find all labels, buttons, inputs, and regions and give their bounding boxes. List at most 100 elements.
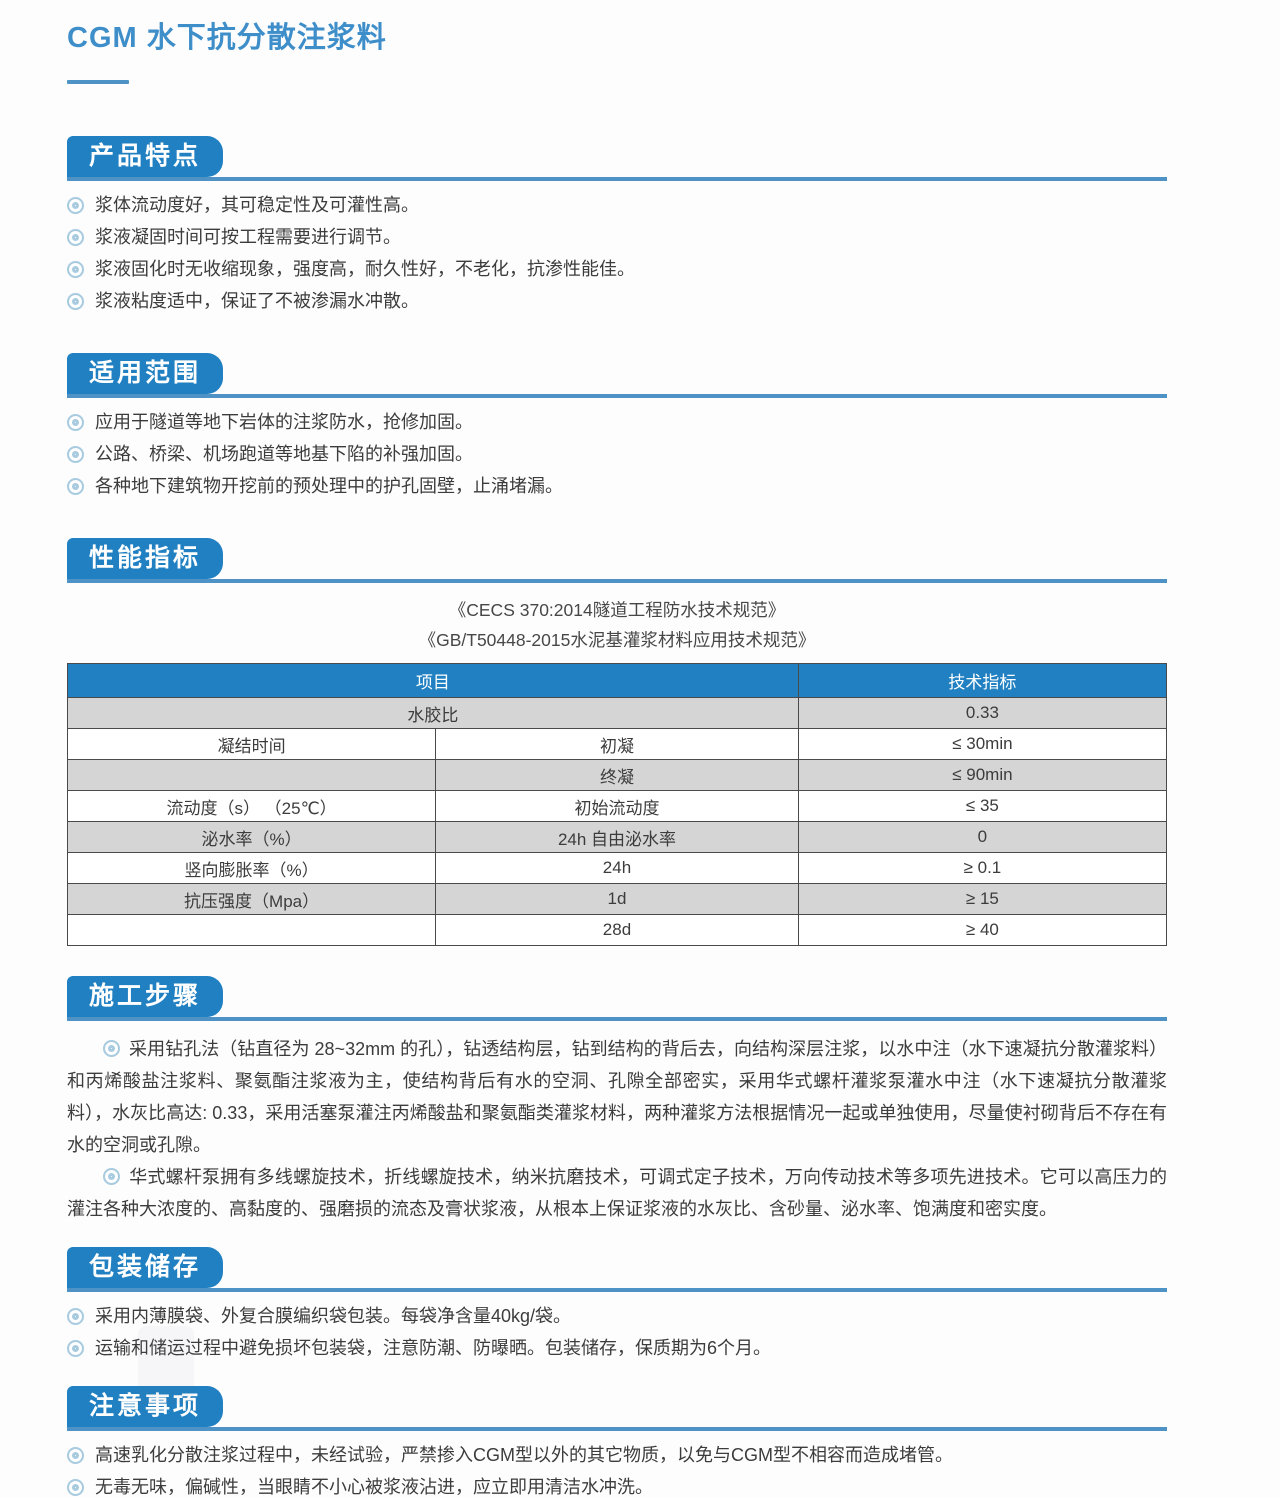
table-row: 凝结时间 初凝 ≤ 30min (66, 728, 1168, 760)
bullet-text: 浆液凝固时间可按工程需要进行调节。 (95, 227, 401, 247)
cell-item: 泌水率（%） (66, 821, 437, 853)
bullet-list: 浆体流动度好，其可稳定性及可灌性高。 浆液凝固时间可按工程需要进行调节。 浆液固… (67, 195, 1167, 311)
double-circle-bullet-icon (67, 196, 84, 214)
list-item: 无毒无味，偏碱性，当眼睛不小心被浆液沾进，应立即用清洁水冲洗。 (67, 1477, 1167, 1497)
cell-value: ≤ 35 (797, 790, 1168, 822)
double-circle-bullet-icon (67, 1478, 84, 1496)
steps-body: 采用钻孔法（钻直径为 28~32mm 的孔），钻透结构层，钻到结构的背后去，向结… (67, 1033, 1167, 1225)
paragraph-text: 采用钻孔法（钻直径为 28~32mm 的孔），钻透结构层，钻到结构的背后去，向结… (67, 1039, 1167, 1155)
cell-value: 0.33 (797, 697, 1168, 729)
list-item: 各种地下建筑物开挖前的预处理中的护孔固壁，止涌堵漏。 (67, 476, 1167, 496)
list-item: 浆液凝固时间可按工程需要进行调节。 (67, 227, 1167, 247)
page-title: CGM 水下抗分散注浆料 (67, 22, 387, 54)
cell-value: ≥ 15 (797, 883, 1168, 915)
bullet-text: 应用于隧道等地下岩体的注浆防水，抢修加固。 (95, 412, 473, 432)
bullet-list: 高速乳化分散注浆过程中，未经试验，严禁掺入CGM型以外的其它物质，以免与CGM型… (67, 1445, 1167, 1497)
table-row: 竖向膨胀率（%） 24h ≥ 0.1 (66, 852, 1168, 884)
double-circle-bullet-icon (103, 1040, 120, 1057)
cell-sub: 24h 自由泌水率 (435, 821, 799, 853)
cell-sub: 24h (435, 852, 799, 884)
double-circle-bullet-icon (67, 260, 84, 278)
cell-item: 凝结时间 (66, 728, 437, 760)
bullet-text: 运输和储运过程中避免损坏包装袋，注意防潮、防曝晒。包装储存，保质期为6个月。 (95, 1338, 772, 1358)
standard-reference: 《GB/T50448-2015水泥基灌浆材料应用技术规范》 (418, 630, 816, 650)
table-header-row: 项目 技术指标 (67, 663, 1168, 698)
table-row: 水胶比 0.33 (67, 697, 1168, 729)
cell-item (66, 914, 437, 946)
table-row: 28d ≥ 40 (66, 914, 1168, 946)
double-circle-bullet-icon (103, 1168, 120, 1185)
double-circle-bullet-icon (67, 1446, 84, 1464)
section-performance: 性能指标 《CECS 370:2014隧道工程防水技术规范》 《GB/T5044… (66, 538, 1168, 946)
double-circle-bullet-icon (67, 1339, 84, 1357)
section-badge: 包装储存 (67, 1247, 224, 1288)
step-paragraph: 华式螺杆泵拥有多线螺旋技术，折线螺旋技术，纳米抗磨技术，可调式定子技术，万向传动… (67, 1161, 1167, 1225)
section-badge: 施工步骤 (67, 976, 224, 1017)
list-item: 运输和储运过程中避免损坏包装袋，注意防潮、防曝晒。包装储存，保质期为6个月。 (67, 1338, 1167, 1358)
bullet-text: 公路、桥梁、机场跑道等地基下陷的补强加固。 (95, 444, 473, 464)
cell-sub: 终凝 (435, 759, 799, 791)
standards-list: 《CECS 370:2014隧道工程防水技术规范》 《GB/T50448-201… (67, 595, 1167, 655)
bullet-list: 采用内薄膜袋、外复合膜编织袋包装。每袋净含量40kg/袋。 运输和储运过程中避免… (67, 1306, 1167, 1358)
bullet-text: 高速乳化分散注浆过程中，未经试验，严禁掺入CGM型以外的其它物质，以免与CGM型… (95, 1445, 953, 1465)
section-features: 产品特点 浆体流动度好，其可稳定性及可灌性高。 浆液凝固时间可按工程需要进行调节… (67, 136, 1167, 311)
standard-reference: 《CECS 370:2014隧道工程防水技术规范》 (448, 600, 786, 620)
cell-value: ≥ 40 (797, 914, 1168, 946)
cell-sub: 1d (435, 883, 799, 915)
double-circle-bullet-icon (67, 477, 84, 495)
cell-value: ≤ 90min (797, 759, 1168, 791)
list-item: 公路、桥梁、机场跑道等地基下陷的补强加固。 (67, 444, 1167, 464)
list-item: 高速乳化分散注浆过程中，未经试验，严禁掺入CGM型以外的其它物质，以免与CGM型… (67, 1445, 1167, 1465)
paragraph-text: 华式螺杆泵拥有多线螺旋技术，折线螺旋技术，纳米抗磨技术，可调式定子技术，万向传动… (67, 1167, 1167, 1219)
list-item: 浆液粘度适中，保证了不被渗漏水冲散。 (67, 291, 1167, 311)
cell-value: 0 (797, 821, 1168, 853)
cell-sub: 初始流动度 (435, 790, 799, 822)
cell-value: ≤ 30min (797, 728, 1168, 760)
table-row: 泌水率（%） 24h 自由泌水率 0 (66, 821, 1168, 853)
double-circle-bullet-icon (67, 228, 84, 246)
bullet-text: 浆液固化时无收缩现象，强度高，耐久性好，不老化，抗渗性能佳。 (95, 259, 635, 279)
table-row: 抗压强度（Mpa） 1d ≥ 15 (66, 883, 1168, 915)
list-item: 应用于隧道等地下岩体的注浆防水，抢修加固。 (67, 412, 1167, 432)
section-badge: 适用范围 (67, 353, 224, 394)
section-scope: 适用范围 应用于隧道等地下岩体的注浆防水，抢修加固。 公路、桥梁、机场跑道等地基… (67, 353, 1167, 496)
section-packaging: 包装储存 采用内薄膜袋、外复合膜编织袋包装。每袋净含量40kg/袋。 运输和储运… (67, 1247, 1167, 1358)
double-circle-bullet-icon (67, 292, 84, 310)
section-header: 性能指标 (67, 538, 1167, 583)
bullet-text: 无毒无味，偏碱性，当眼睛不小心被浆液沾进，应立即用清洁水冲洗。 (95, 1477, 653, 1497)
cell-item: 抗压强度（Mpa） (66, 883, 437, 915)
section-header: 施工步骤 (67, 976, 1167, 1021)
list-item: 浆液固化时无收缩现象，强度高，耐久性好，不老化，抗渗性能佳。 (67, 259, 1167, 279)
watermark (138, 1326, 194, 1404)
table-row: 流动度（s） （25℃） 初始流动度 ≤ 35 (66, 790, 1168, 822)
table-row: 终凝 ≤ 90min (66, 759, 1168, 791)
bullet-text: 各种地下建筑物开挖前的预处理中的护孔固壁，止涌堵漏。 (95, 476, 563, 496)
cell-item: 水胶比 (67, 697, 799, 729)
performance-table: 项目 技术指标 水胶比 0.33 凝结时间 初凝 ≤ 30min 终凝 ≤ 90… (66, 663, 1168, 946)
header-cell-item: 项目 (67, 663, 799, 698)
title-underline (67, 80, 129, 84)
list-item: 浆体流动度好，其可稳定性及可灌性高。 (67, 195, 1167, 215)
bullet-text: 采用内薄膜袋、外复合膜编织袋包装。每袋净含量40kg/袋。 (95, 1306, 572, 1326)
double-circle-bullet-icon (67, 1307, 84, 1325)
section-header: 包装储存 (67, 1247, 1167, 1292)
bullet-text: 浆液粘度适中，保证了不被渗漏水冲散。 (95, 291, 419, 311)
cell-item: 竖向膨胀率（%） (66, 852, 437, 884)
section-badge: 产品特点 (67, 136, 224, 177)
cell-item (66, 759, 437, 791)
cell-value: ≥ 0.1 (797, 852, 1168, 884)
header-cell-indicator: 技术指标 (797, 663, 1168, 698)
section-badge: 性能指标 (67, 538, 224, 579)
bullet-list: 应用于隧道等地下岩体的注浆防水，抢修加固。 公路、桥梁、机场跑道等地基下陷的补强… (67, 412, 1167, 496)
cell-sub: 初凝 (435, 728, 799, 760)
bullet-text: 浆体流动度好，其可稳定性及可灌性高。 (95, 195, 419, 215)
section-header: 注意事项 (67, 1386, 1167, 1431)
cell-sub: 28d (435, 914, 799, 946)
section-header: 产品特点 (67, 136, 1167, 181)
double-circle-bullet-icon (67, 413, 84, 431)
double-circle-bullet-icon (67, 445, 84, 463)
list-item: 采用内薄膜袋、外复合膜编织袋包装。每袋净含量40kg/袋。 (67, 1306, 1167, 1326)
section-header: 适用范围 (67, 353, 1167, 398)
step-paragraph: 采用钻孔法（钻直径为 28~32mm 的孔），钻透结构层，钻到结构的背后去，向结… (67, 1033, 1167, 1161)
